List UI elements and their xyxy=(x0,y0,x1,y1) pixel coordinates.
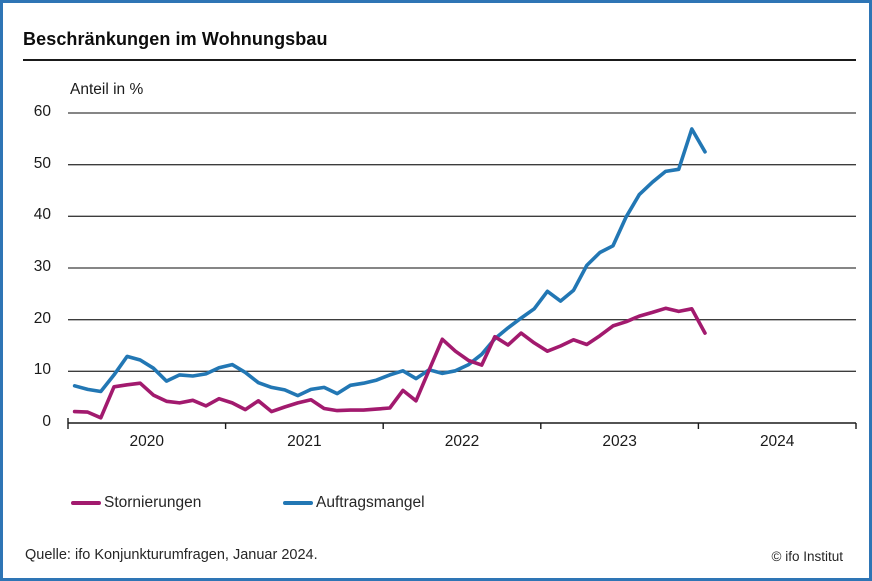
stornierungen-line-swatch xyxy=(71,500,101,506)
x-axis-label: 2023 xyxy=(602,433,637,450)
y-axis-label: 60 xyxy=(33,103,51,120)
chart-title: Beschränkungen im Wohnungsbau xyxy=(23,29,328,49)
x-axis-label: 2020 xyxy=(129,433,165,450)
line-chart xyxy=(67,112,857,429)
y-axis-label: 10 xyxy=(33,361,51,379)
y-axis-label: 50 xyxy=(33,154,51,172)
x-axis-label: 2021 xyxy=(287,433,322,450)
y-axis-label: 40 xyxy=(33,206,51,224)
copyright-text: © ifo Institut xyxy=(771,549,843,564)
x-axis-label: 2024 xyxy=(759,433,795,450)
legend-item-stornierungen: Stornierungen xyxy=(71,493,201,513)
legend-label-stornierungen: Stornierungen xyxy=(104,494,202,511)
auftragsmangel-line xyxy=(72,127,707,398)
source-text: Quelle: ifo Konjunkturumfragen, Januar 2… xyxy=(25,547,318,563)
title-underline xyxy=(23,59,856,61)
y-axis-label: 30 xyxy=(33,258,51,275)
legend-item-auftragsmangel: Auftragsmangel xyxy=(283,493,425,513)
auftragsmangel-line-swatch xyxy=(283,500,313,506)
x-axis-label: 2022 xyxy=(444,433,480,450)
stornierungen-line xyxy=(72,306,707,420)
legend-label-auftragsmangel: Auftragsmangel xyxy=(316,494,425,511)
y-axis-label: 20 xyxy=(33,309,51,327)
y-axis-title: Anteil in % xyxy=(70,81,144,98)
legend: Stornierungen Auftragsmangel xyxy=(3,493,869,513)
y-axis-label: 0 xyxy=(42,413,51,430)
